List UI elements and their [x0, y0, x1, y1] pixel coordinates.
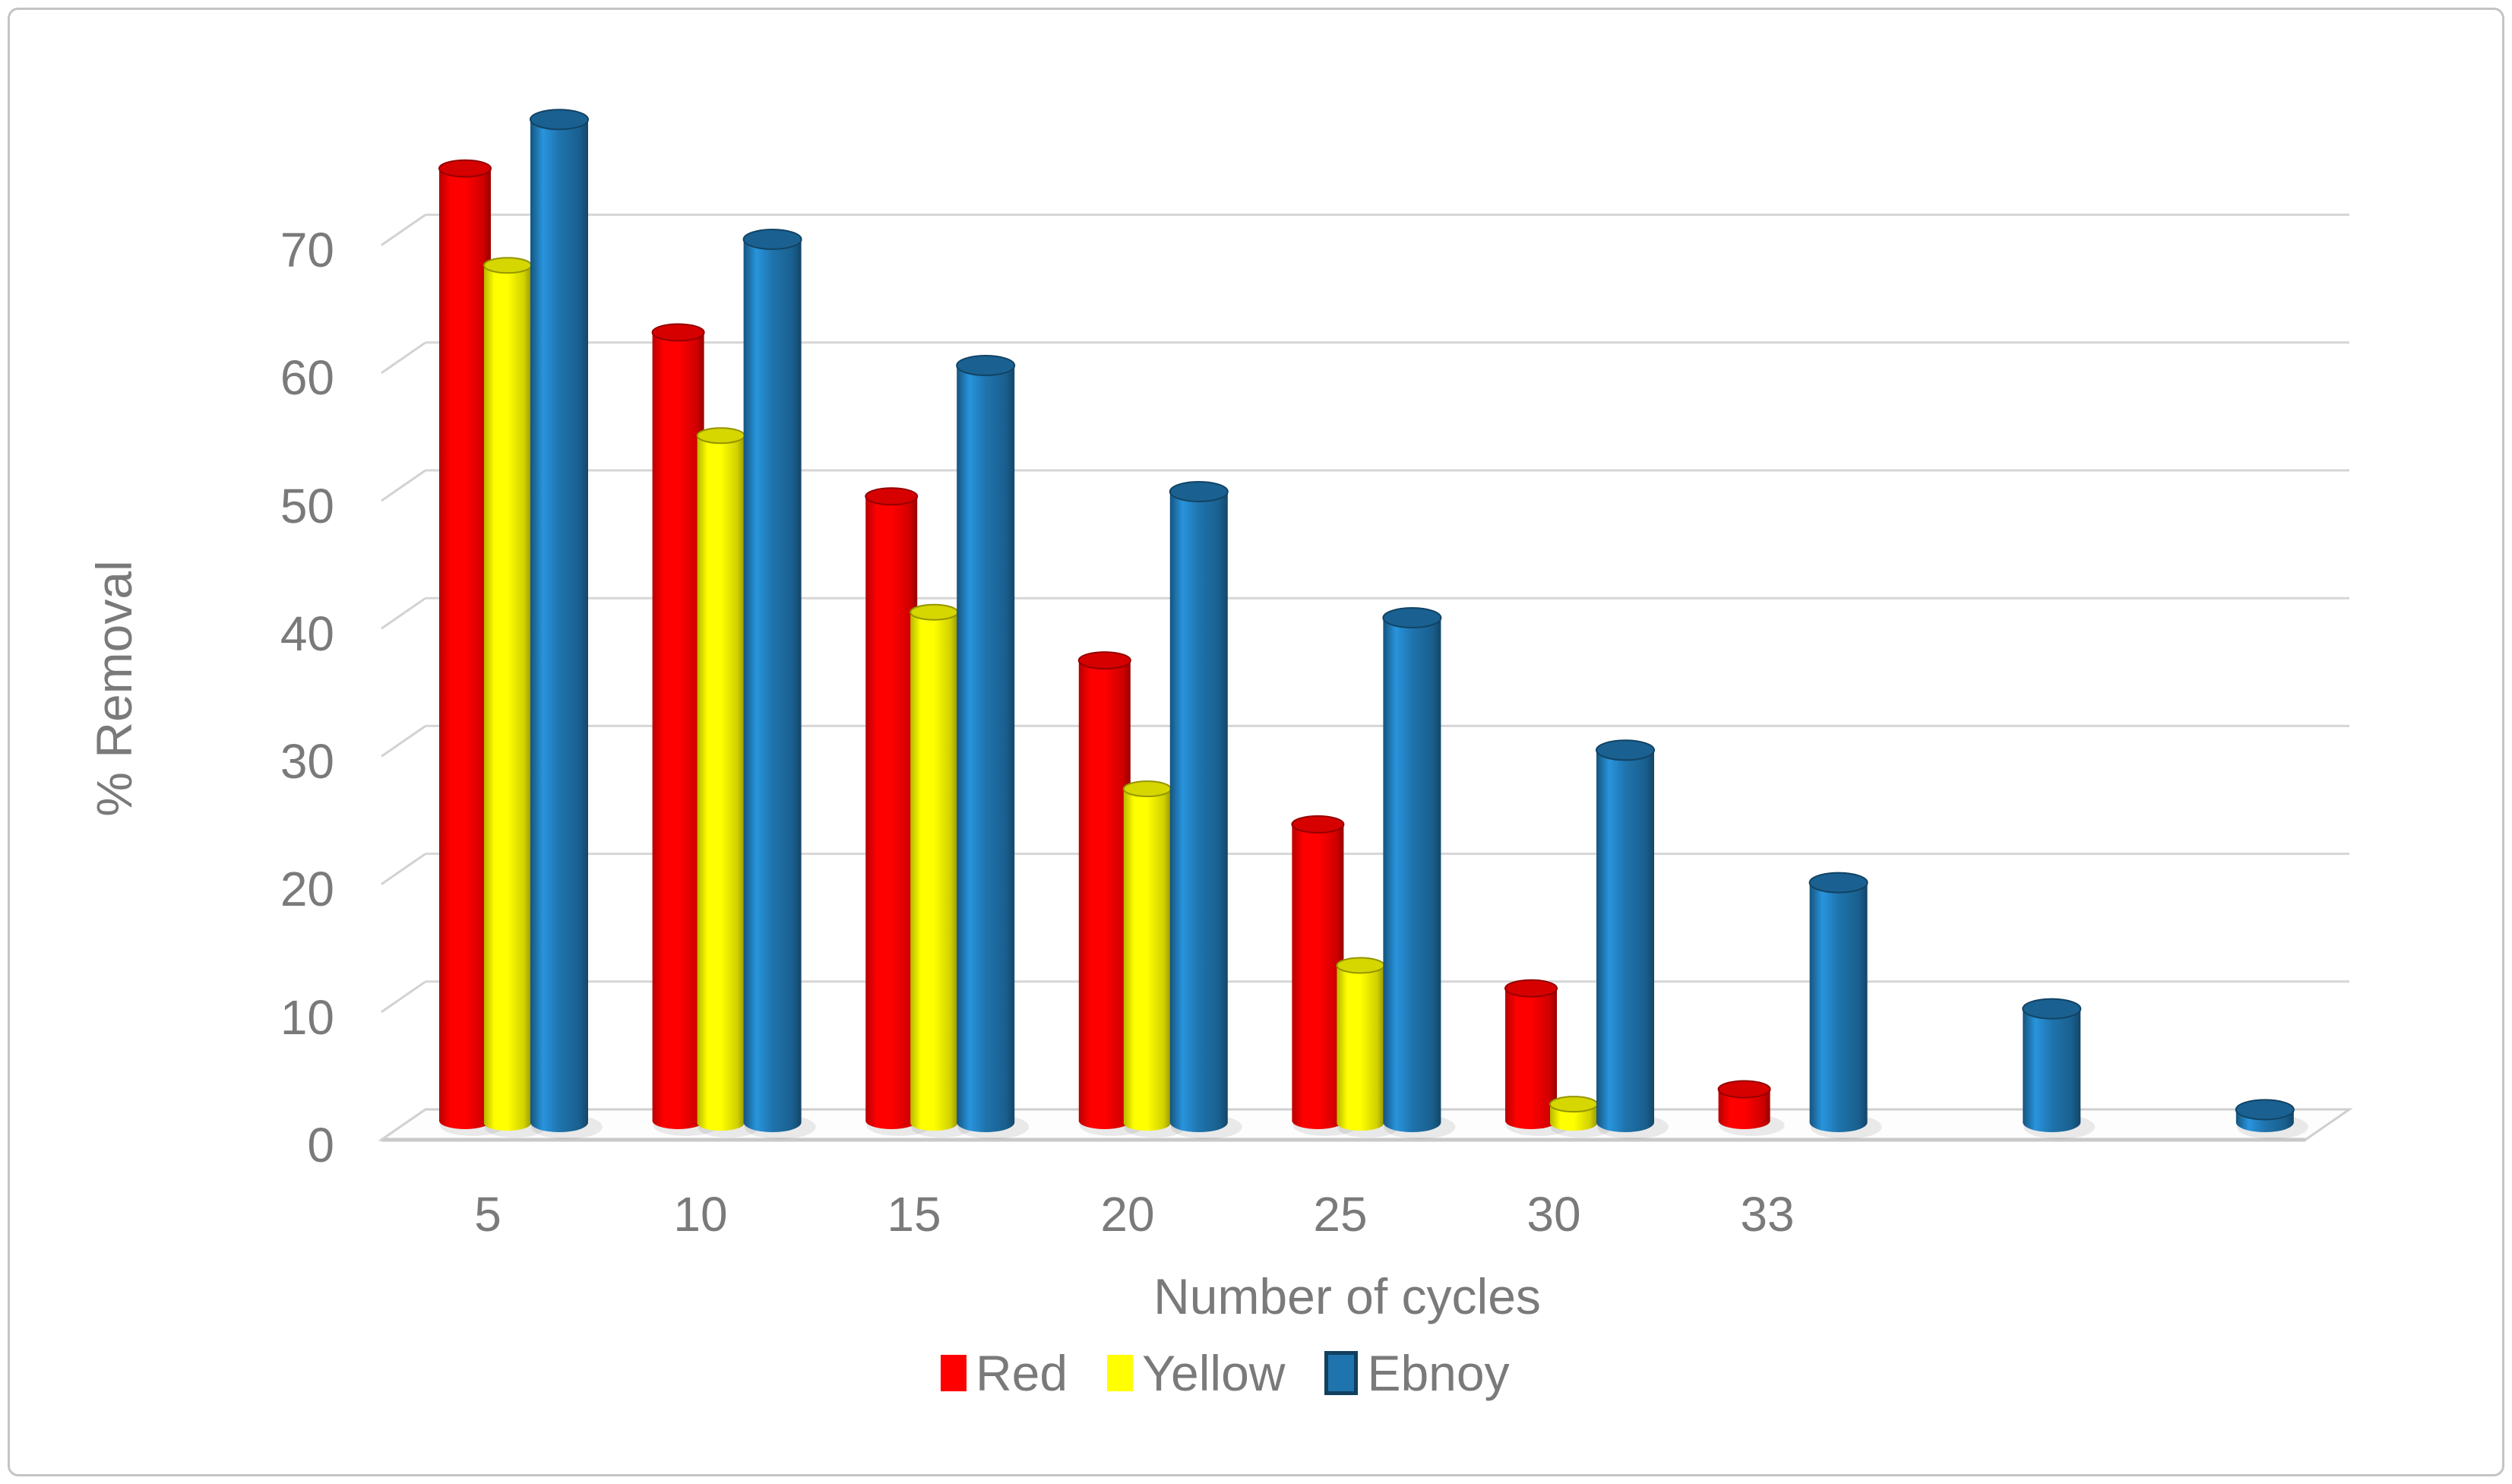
gridline-bevel-70	[381, 214, 426, 246]
y-tick-60: 60	[280, 350, 334, 405]
bar-red-15	[865, 487, 932, 1136]
y-tick-20: 20	[280, 862, 334, 916]
bar-ebnoy-33	[1808, 872, 1882, 1139]
y-tick-70: 70	[280, 223, 334, 277]
legend-item-yellow: Yellow	[1107, 1346, 1285, 1400]
legend-swatch-red	[941, 1355, 967, 1391]
bar-ebnoy-25	[1382, 607, 1456, 1139]
gridline-bevel-20	[381, 853, 426, 885]
gridline-bevel-60	[381, 341, 426, 375]
bar-ebnoy-30	[1596, 739, 1669, 1139]
bar-ebnoy-15	[956, 355, 1030, 1139]
bar-ebnoy-extra8	[2235, 1099, 2308, 1139]
x-tick-5: 5	[474, 1187, 501, 1242]
legend-swatch-ebnoy	[1324, 1351, 1359, 1395]
bar-red-5	[438, 159, 505, 1136]
figure-border	[8, 8, 2504, 1476]
gridline-bevel-10	[381, 980, 426, 1014]
y-axis-title: % Removal	[86, 560, 142, 817]
x-axis-title: Number of cycles	[1153, 1268, 1541, 1324]
legend-label-red: Red	[976, 1345, 1068, 1401]
bar-red-25	[1291, 815, 1359, 1136]
legend-item-red: Red	[941, 1346, 1068, 1400]
bar-yellow-5	[483, 257, 546, 1138]
x-tick-10: 10	[673, 1187, 728, 1242]
bar-yellow-10	[696, 427, 759, 1138]
gridline-bevel-40	[381, 596, 426, 630]
legend-item-ebnoy: Ebnoy	[1324, 1345, 1510, 1401]
gridline-bevel-0	[381, 1108, 426, 1141]
bar-ebnoy-extra7	[2022, 998, 2096, 1139]
gridline-bevel-30	[381, 725, 426, 758]
legend: Red Yellow Ebnoy	[941, 1346, 1510, 1400]
legend-label-ebnoy: Ebnoy	[1367, 1345, 1510, 1401]
y-tick-0: 0	[307, 1118, 334, 1172]
y-tick-10: 10	[280, 990, 334, 1045]
y-tick-40: 40	[280, 606, 334, 661]
bar-red-33	[1717, 1080, 1785, 1136]
y-tick-50: 50	[280, 479, 334, 533]
x-tick-15: 15	[887, 1187, 941, 1242]
bar-yellow-15	[910, 603, 973, 1138]
bar-yellow-20	[1122, 780, 1185, 1138]
bar-yellow-30	[1549, 1096, 1612, 1138]
x-tick-25: 25	[1313, 1187, 1368, 1242]
y-tick-30: 30	[280, 734, 334, 789]
bar-ebnoy-20	[1169, 481, 1242, 1139]
gridline-bevel-50	[381, 469, 426, 502]
legend-swatch-yellow	[1107, 1355, 1134, 1391]
x-tick-33: 33	[1740, 1187, 1795, 1242]
x-tick-30: 30	[1526, 1187, 1581, 1242]
legend-label-yellow: Yellow	[1142, 1345, 1286, 1401]
bar-ebnoy-10	[742, 229, 816, 1139]
x-tick-20: 20	[1100, 1187, 1155, 1242]
bar-yellow-25	[1336, 957, 1399, 1138]
bar-ebnoy-5	[530, 109, 603, 1139]
bar-red-20	[1077, 651, 1145, 1136]
